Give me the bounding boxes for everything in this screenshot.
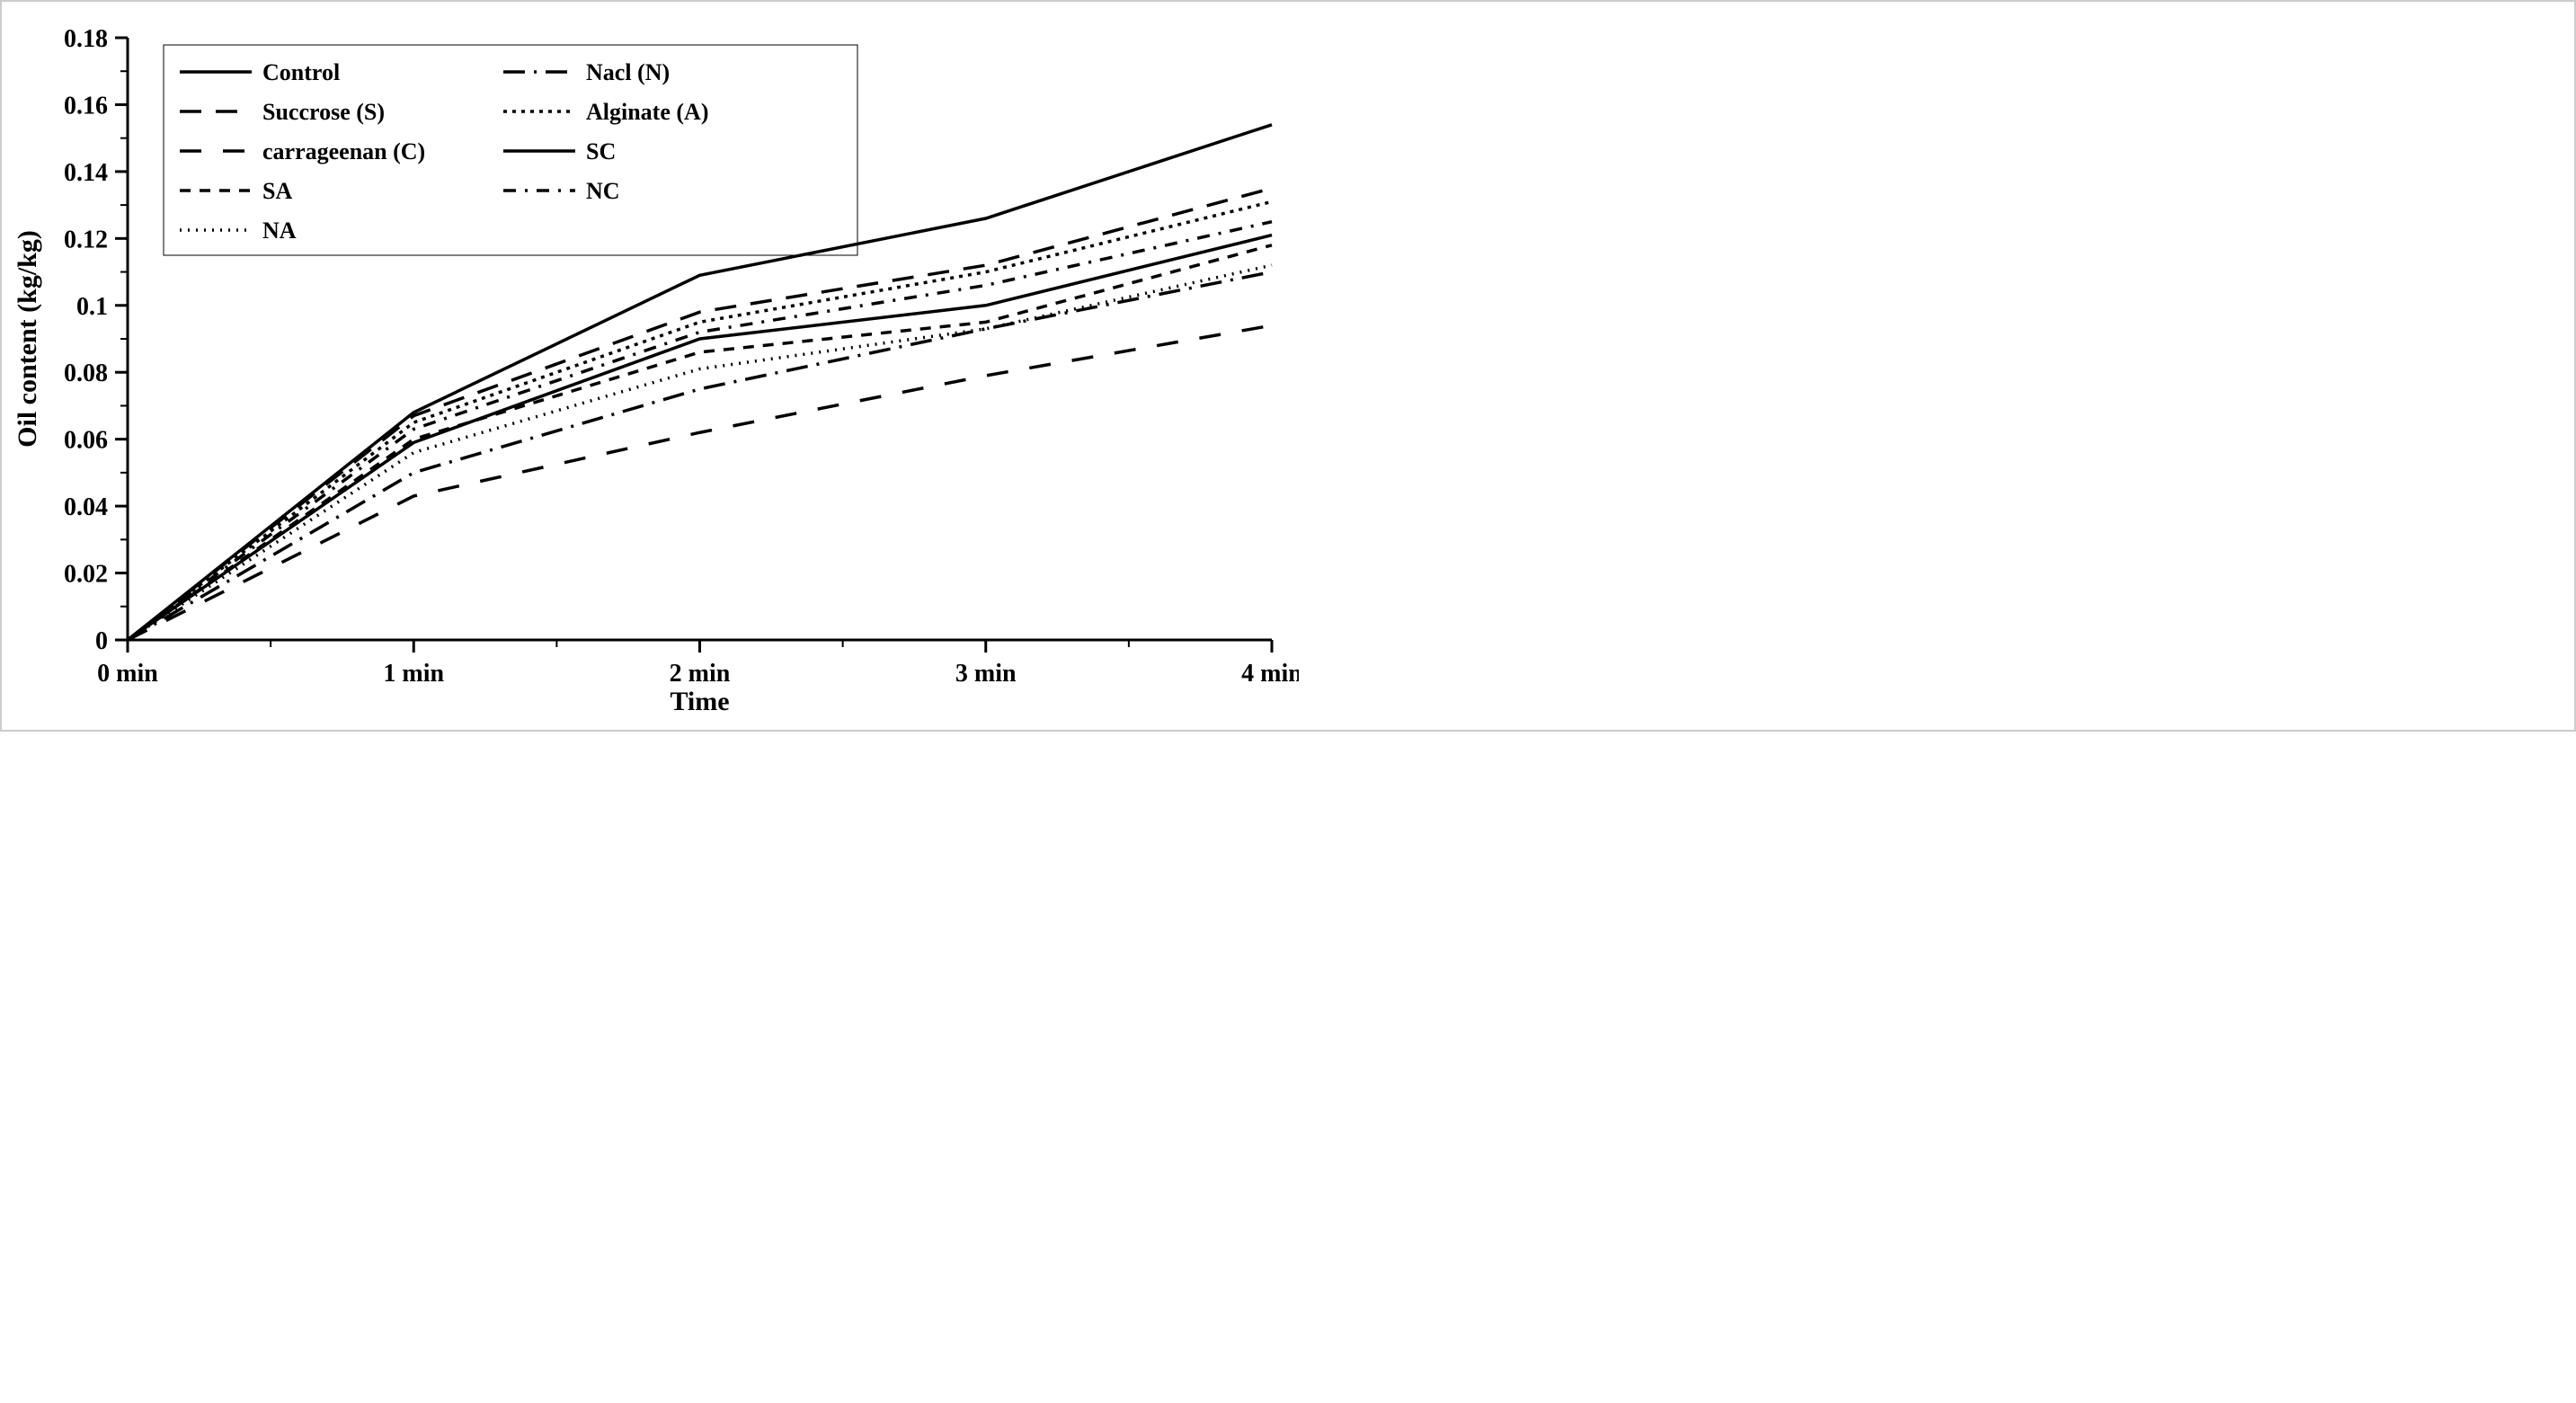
y-tick-label: 0.08 [64,360,108,387]
y-axis-label: Oil content (kg/kg) [13,230,42,448]
y-tick-label: 0.02 [64,561,108,589]
legend-label: SA [262,178,292,204]
legend-label: carrageenan (C) [262,138,425,164]
legend-label: Alginate (A) [586,99,708,125]
x-tick-label: 1 min [383,660,444,688]
y-tick-label: 0.16 [64,92,108,120]
legend-label: Control [262,59,340,85]
series-line [128,325,1272,640]
legend-label: Succrose (S) [262,99,385,125]
legend-label: NA [262,218,297,244]
y-tick-label: 0 [95,627,108,655]
legend: Control Succrose (S) carrageenan (C) SA NA Na… [164,45,857,255]
y-tick-label: 0.1 [76,293,108,321]
y-tick-label: 0.12 [64,226,108,253]
legend-label: SC [586,138,616,164]
chart-container: 0 min 1 min 2 min 3 min 4 min 0 0.02 0.04 0.06 0.… [0,0,2576,732]
x-tick-label: 0 min [97,660,158,688]
series-line [128,189,1272,641]
legend-label: NC [586,178,620,204]
y-tick-label: 0.06 [64,427,108,455]
series-line [128,272,1272,640]
series-line [128,245,1272,640]
y-tick-label: 0.18 [64,25,108,53]
x-tick-label: 2 min [670,660,731,688]
legend-label: Nacl (N) [586,59,670,85]
x-tick-label: 3 min [955,660,1017,688]
series-line [128,222,1272,640]
series-line [128,235,1272,640]
series-line [128,125,1272,640]
series-line [128,265,1272,640]
x-tick-label: 4 min [1241,660,1299,688]
y-tick-label: 0.04 [64,493,108,521]
x-axis-label: Time [670,687,729,716]
y-tick-label: 0.14 [64,159,108,187]
series-line [128,201,1272,640]
oil-content-line-chart: 0 min 1 min 2 min 3 min 4 min 0 0.02 0.04 0.06 0.… [11,20,1299,721]
